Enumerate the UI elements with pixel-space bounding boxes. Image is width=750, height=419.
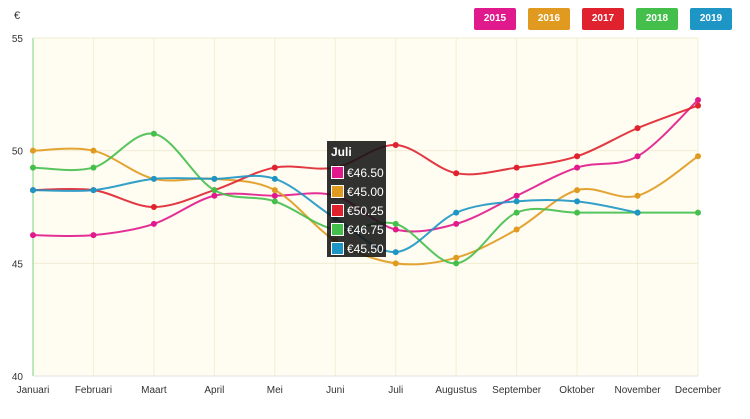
tooltip-swatch — [331, 242, 344, 255]
data-point-2015 — [574, 164, 581, 171]
data-point-2019 — [392, 249, 399, 256]
legend-toggle-2017[interactable]: 2017 — [582, 8, 624, 30]
data-point-2018 — [150, 130, 157, 137]
tooltip-swatch — [331, 204, 344, 217]
tooltip-row: €45.50 — [331, 239, 384, 258]
data-point-2015 — [634, 153, 641, 160]
data-point-2016 — [453, 254, 460, 261]
tooltip-swatch — [331, 223, 344, 236]
tooltip-swatch — [331, 185, 344, 198]
data-point-2017 — [634, 125, 641, 132]
data-point-2018 — [90, 164, 97, 171]
data-point-2017 — [574, 153, 581, 160]
legend: 2015 2016 2017 2018 2019 — [474, 8, 732, 30]
data-point-2018 — [513, 209, 520, 216]
data-point-2019 — [150, 175, 157, 182]
data-point-2019 — [271, 175, 278, 182]
data-point-2019 — [453, 209, 460, 216]
y-tick-label: 40 — [12, 372, 24, 383]
data-point-2015 — [513, 192, 520, 199]
tooltip-title: Juli — [331, 145, 352, 159]
tooltip-value: €50.25 — [347, 203, 384, 218]
legend-toggle-2019[interactable]: 2019 — [690, 8, 732, 30]
data-point-2019 — [211, 175, 218, 182]
data-point-2018 — [271, 198, 278, 205]
tooltip-value: €45.50 — [347, 241, 384, 256]
series-line-2016 — [32, 147, 699, 266]
data-point-2017 — [271, 164, 278, 171]
data-point-2015 — [150, 220, 157, 227]
data-point-2015 — [392, 226, 399, 233]
data-point-2015 — [695, 96, 701, 103]
data-point-2015 — [271, 192, 278, 199]
data-point-2016 — [271, 187, 278, 194]
tooltip-value: €45.00 — [347, 184, 384, 199]
data-point-2018 — [574, 209, 581, 216]
data-point-2016 — [574, 187, 581, 194]
data-point-2017 — [150, 204, 157, 210]
data-point-2015 — [211, 192, 218, 199]
legend-toggle-2015[interactable]: 2015 — [474, 8, 516, 30]
data-point-2018 — [30, 164, 36, 171]
x-tick-label: Mei — [267, 385, 283, 396]
tooltip-value: €46.50 — [347, 165, 384, 180]
data-point-2016 — [695, 153, 701, 160]
x-tick-label: Januari — [17, 385, 50, 396]
y-tick-label: 45 — [12, 259, 24, 270]
x-tick-label: December — [675, 385, 722, 396]
legend-toggle-2018[interactable]: 2018 — [636, 8, 678, 30]
x-tick-label: April — [204, 385, 224, 396]
y-unit-label: € — [14, 10, 21, 22]
x-tick-label: Juli — [388, 385, 403, 396]
data-point-2017 — [513, 164, 520, 171]
x-tick-label: Oktober — [559, 385, 595, 396]
x-tick-label: Augustus — [435, 385, 477, 396]
data-point-2019 — [90, 187, 97, 194]
data-point-2018 — [392, 220, 399, 227]
data-point-2019 — [574, 198, 581, 205]
data-point-2016 — [513, 226, 520, 233]
data-point-2019 — [30, 187, 36, 194]
x-tick-label: Maart — [141, 385, 167, 396]
y-tick-label: 50 — [12, 147, 24, 158]
tooltip-row: €50.25 — [331, 201, 384, 220]
tooltip-swatch — [331, 166, 344, 179]
data-point-2016 — [634, 192, 641, 199]
x-tick-label: Juni — [326, 385, 344, 396]
data-point-2018 — [695, 209, 701, 216]
data-point-2018 — [211, 187, 218, 194]
tooltip: Juli €46.50 €45.00 €50.25 €46.75 €45.50 — [327, 141, 386, 257]
x-tick-label: November — [614, 385, 661, 396]
data-point-2016 — [30, 147, 36, 154]
data-point-2016 — [392, 260, 399, 267]
data-point-2019 — [513, 198, 520, 205]
tooltip-value: €46.75 — [347, 222, 384, 237]
tooltip-row: €46.75 — [331, 220, 384, 239]
data-point-2019 — [634, 209, 641, 216]
data-point-2017 — [453, 170, 460, 177]
x-tick-label: September — [492, 385, 542, 396]
data-point-2015 — [30, 232, 36, 239]
x-tick-label: Februari — [75, 385, 112, 396]
data-point-2015 — [453, 220, 460, 227]
data-point-2017 — [392, 142, 399, 149]
tooltip-row: €46.50 — [331, 163, 384, 182]
data-point-2016 — [90, 147, 97, 154]
data-point-2018 — [453, 260, 460, 267]
y-tick-label: 55 — [12, 34, 24, 45]
data-point-2017 — [695, 102, 701, 109]
legend-toggle-2016[interactable]: 2016 — [528, 8, 570, 30]
data-point-2015 — [90, 232, 97, 239]
tooltip-row: €45.00 — [331, 182, 384, 201]
